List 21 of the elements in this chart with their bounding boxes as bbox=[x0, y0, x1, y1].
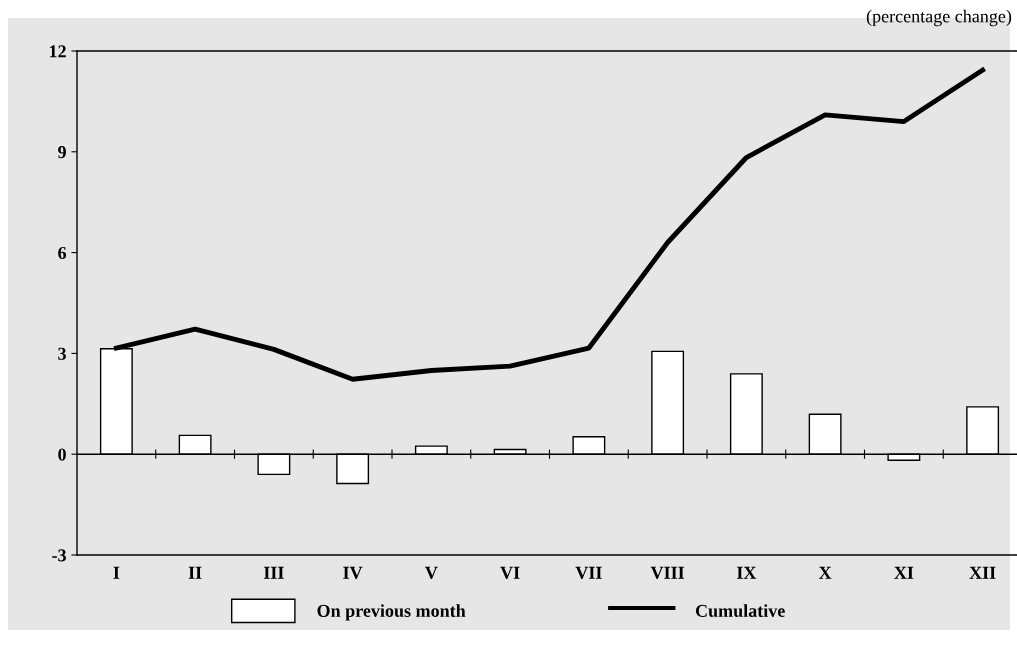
legend-label: Cumulative bbox=[695, 604, 785, 617]
y-tick-label: 9 bbox=[58, 146, 66, 159]
y-tick-label: 12 bbox=[49, 45, 66, 58]
y-tick-label: 0 bbox=[58, 448, 66, 461]
x-tick-label: V bbox=[425, 566, 438, 579]
x-tick-label: VIII bbox=[650, 566, 685, 579]
x-tick-label: X bbox=[818, 566, 832, 579]
x-tick-label: VII bbox=[575, 566, 602, 579]
x-tick-label: II bbox=[188, 566, 202, 579]
chart-subtitle: (percentage change) bbox=[866, 9, 1012, 27]
legend-label: On previous month bbox=[317, 604, 466, 621]
x-tick-label: IV bbox=[343, 566, 363, 579]
x-tick-label: IX bbox=[736, 566, 757, 579]
y-tick-label: -3 bbox=[52, 549, 66, 562]
x-tick-label: XI bbox=[894, 566, 914, 579]
x-tick-label: VI bbox=[500, 566, 520, 579]
x-tick-label: XII bbox=[969, 566, 996, 579]
x-tick-label: I bbox=[113, 566, 120, 579]
x-tick-label: III bbox=[263, 566, 284, 579]
y-tick-label: 6 bbox=[58, 246, 67, 260]
y-tick-label: 3 bbox=[58, 347, 66, 360]
